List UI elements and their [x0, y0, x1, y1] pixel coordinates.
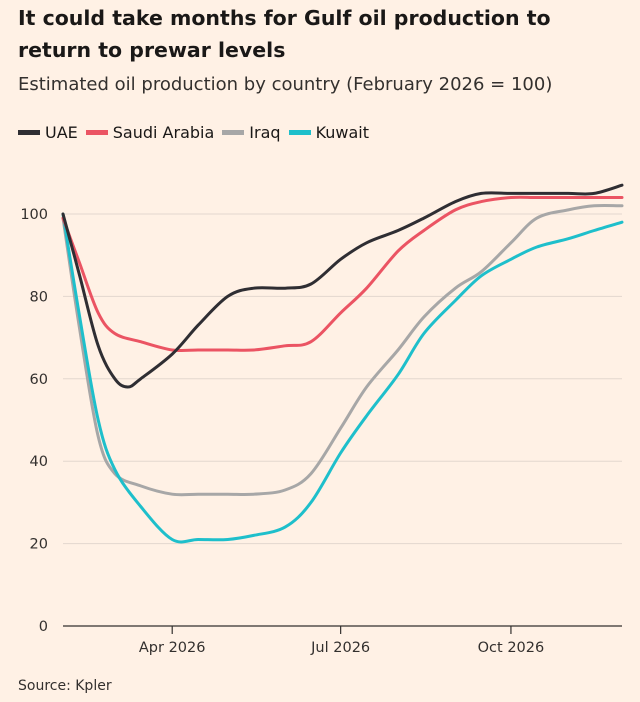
legend-item-uae: UAE	[18, 123, 78, 142]
legend-swatch-iraq	[222, 129, 245, 135]
line-chart: 0 20 40 60 80 100 Apr 2026 Jul 2026 Oct 2026	[20, 183, 624, 656]
chart-subtitle: Estimated oil production by country (Feb…	[18, 74, 553, 95]
series-lines	[61, 183, 624, 544]
legend: UAE Saudi Arabia Iraq Kuwait	[18, 119, 377, 145]
x-tick-label-1: Jul 2026	[310, 640, 370, 656]
y-tick-label-20: 20	[30, 537, 48, 553]
series-line-kuwait	[61, 212, 624, 544]
legend-item-saudi-arabia: Saudi Arabia	[85, 122, 215, 142]
y-tick-label-100: 100	[20, 207, 48, 223]
source-note: Source: Kpler	[18, 678, 112, 694]
axes: 0 20 40 60 80 100 Apr 2026 Jul 2026 Oct 2026	[20, 207, 622, 656]
legend-label-kuwait: Kuwait	[315, 122, 370, 142]
y-tick-label-40: 40	[30, 454, 48, 470]
legend-label-uae: UAE	[45, 122, 78, 142]
legend-label-saudi-arabia: Saudi Arabia	[112, 122, 215, 142]
series-line-uae	[61, 183, 624, 389]
y-tick-label-60: 60	[30, 372, 48, 388]
chart-title: It could take months for Gulf oil produc…	[18, 6, 551, 62]
y-tick-label-0: 0	[39, 619, 48, 635]
legend-item-kuwait: Kuwait	[288, 122, 370, 142]
legend-label-iraq: Iraq	[249, 122, 281, 142]
series-line-saudi-arabia	[61, 195, 624, 353]
legend-swatch-saudi-arabia	[85, 129, 108, 135]
legend-swatch-uae	[18, 129, 40, 135]
y-tick-label-80: 80	[30, 289, 48, 305]
grid-lines	[63, 213, 622, 545]
legend-item-iraq: Iraq	[222, 122, 281, 142]
x-tick-label-0: Apr 2026	[139, 640, 206, 656]
series-line-iraq	[61, 203, 624, 497]
legend-swatch-kuwait	[288, 129, 311, 135]
x-tick-label-2: Oct 2026	[478, 640, 545, 656]
